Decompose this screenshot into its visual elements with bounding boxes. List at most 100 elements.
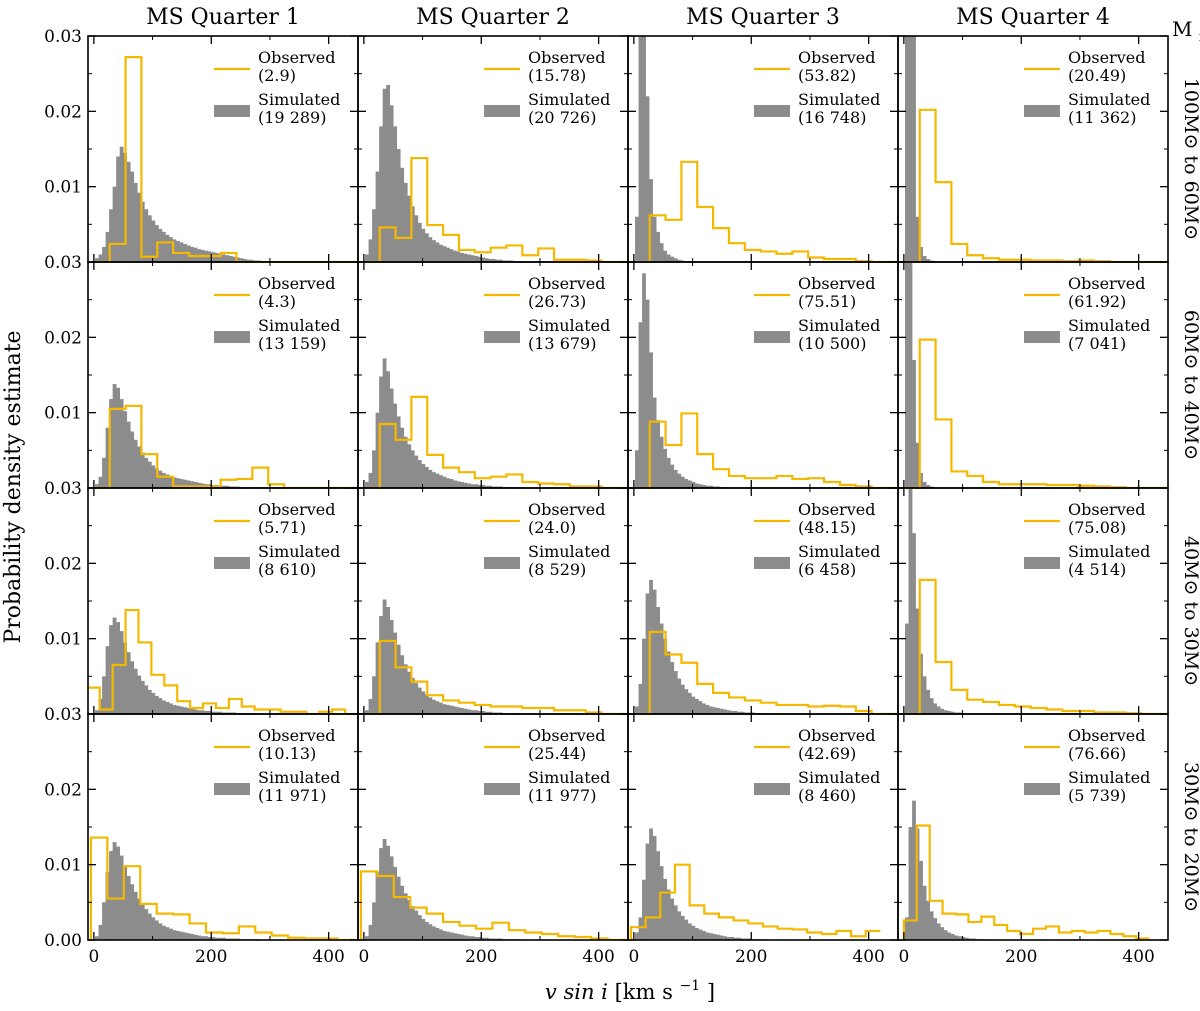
simulated-bar	[421, 918, 426, 940]
simulated-bar	[705, 932, 710, 940]
panel-plot-area	[89, 836, 358, 940]
simulated-bar	[635, 450, 639, 488]
legend-observed-label: Observed	[528, 48, 605, 67]
simulated-bar	[147, 913, 152, 940]
simulated-bar	[382, 599, 387, 714]
legend-simulated-value: (8 460)	[798, 786, 856, 805]
panel-plot-area	[88, 608, 358, 714]
simulated-bar	[176, 930, 180, 940]
simulated-bar	[414, 683, 419, 714]
legend-observed-value: (2.9)	[258, 66, 296, 85]
simulated-bar	[635, 216, 639, 262]
simulated-bar	[368, 698, 373, 714]
simulated-bar	[137, 446, 142, 488]
simulated-bar	[424, 921, 429, 940]
simulated-bar	[460, 481, 464, 488]
simulated-bar	[368, 924, 373, 940]
legend-simulated-value: (11 977)	[528, 786, 596, 805]
panel: 0.03 0.01 0.02 Observed(5.71) Simulated(8 61…	[44, 487, 359, 725]
legend-observed-label: Observed	[1068, 500, 1145, 519]
simulated-bar	[638, 917, 643, 940]
simulated-bar	[158, 698, 163, 714]
simulated-bar	[424, 466, 429, 488]
simulated-bar	[372, 450, 376, 488]
legend-observed-value: (42.69)	[798, 744, 856, 763]
simulated-bar	[140, 201, 145, 262]
observed-step-line	[902, 824, 1150, 940]
x-tick-label: 400	[312, 947, 344, 967]
simulated-bar	[666, 254, 671, 262]
simulated-bar	[389, 388, 394, 488]
panel-plot-area	[363, 599, 628, 714]
simulated-bar	[498, 259, 503, 262]
simulated-bar	[449, 932, 454, 940]
simulated-bar	[386, 845, 390, 940]
simulated-bar	[179, 478, 184, 488]
simulated-bar	[737, 937, 741, 940]
simulated-bar	[477, 256, 482, 262]
panel-plot-area	[363, 358, 628, 488]
simulated-bar	[116, 622, 120, 714]
simulated-bar	[137, 192, 142, 262]
y-tick-label: 0.02	[44, 780, 82, 800]
simulated-bar	[105, 427, 110, 488]
simulated-bar	[183, 479, 187, 488]
simulated-bar	[123, 866, 128, 940]
simulated-bar	[477, 484, 482, 488]
simulated-bar	[400, 167, 405, 262]
y-tick-label: 0.03	[44, 253, 82, 273]
legend-observed-label: Observed	[258, 274, 335, 293]
simulated-bar	[474, 710, 479, 714]
simulated-bar	[439, 475, 443, 488]
simulated-bar	[470, 710, 475, 714]
x-tick-label: 0	[358, 947, 369, 967]
simulated-bar	[705, 704, 710, 714]
legend-simulated-value: (19 289)	[258, 108, 326, 127]
simulated-bar	[453, 706, 457, 714]
simulated-bar	[116, 156, 120, 262]
legend-simulated-swatch	[1024, 331, 1060, 343]
simulated-bar	[190, 481, 194, 488]
simulated-bar	[456, 933, 461, 940]
simulated-bar	[915, 216, 920, 262]
simulated-bar	[481, 257, 486, 262]
simulated-bar	[116, 846, 120, 940]
simulated-bar	[481, 710, 486, 714]
x-axis-label-exponent: −1	[680, 978, 701, 994]
simulated-bar	[666, 651, 671, 714]
simulated-bar	[105, 872, 110, 940]
simulated-bar	[716, 934, 720, 940]
simulated-bar	[207, 936, 212, 940]
legend-simulated-label: Simulated	[258, 542, 340, 561]
simulated-bar	[161, 472, 166, 488]
legend-simulated-value: (5 739)	[1068, 786, 1126, 805]
simulated-bar	[950, 711, 955, 714]
simulated-bar	[964, 937, 969, 940]
simulated-bar	[463, 935, 468, 940]
observed-step-line	[903, 108, 1168, 262]
simulated-bar	[684, 689, 689, 714]
x-axis-label-quantity: v sin i	[545, 980, 608, 1004]
simulated-bar	[439, 929, 443, 940]
simulated-bar	[112, 384, 117, 488]
simulated-bar	[645, 299, 650, 488]
x-axis-label-close: ]	[707, 980, 715, 1004]
simulated-bar	[477, 936, 482, 940]
simulated-bar	[453, 250, 457, 262]
simulated-bar	[652, 589, 657, 714]
legend-observed-value: (15.78)	[528, 66, 586, 85]
panel-plot-area	[633, 579, 898, 714]
legend-simulated-swatch	[1024, 105, 1060, 117]
simulated-bar	[218, 937, 223, 940]
simulated-bar	[701, 703, 706, 714]
simulated-bar	[730, 710, 734, 714]
panel: Observed(48.15) Simulated(6 458)	[627, 487, 899, 715]
simulated-bar	[144, 457, 149, 488]
simulated-bar	[709, 933, 713, 940]
simulated-bar	[400, 885, 405, 940]
simulated-bar	[488, 258, 493, 262]
panel: 0 200 400 Observed(76.66) Simulated(5 739)	[897, 713, 1169, 967]
simulated-bar	[218, 253, 223, 262]
simulated-bar	[659, 436, 664, 488]
simulated-bar	[407, 195, 412, 262]
